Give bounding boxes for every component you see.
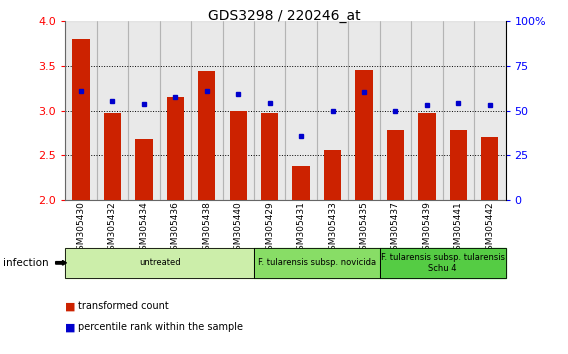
- Bar: [229, 110, 247, 200]
- Text: untreated: untreated: [139, 258, 181, 267]
- Bar: [223, 21, 254, 200]
- Bar: [380, 21, 411, 200]
- Bar: [135, 139, 153, 200]
- Text: ■: ■: [65, 322, 76, 332]
- Bar: [254, 21, 285, 200]
- Bar: [198, 71, 215, 200]
- Text: percentile rank within the sample: percentile rank within the sample: [78, 322, 243, 332]
- Text: GDS3298 / 220246_at: GDS3298 / 220246_at: [208, 9, 360, 23]
- Bar: [411, 21, 442, 200]
- Text: F. tularensis subsp. tularensis
Schu 4: F. tularensis subsp. tularensis Schu 4: [381, 253, 504, 273]
- Bar: [387, 130, 404, 200]
- Bar: [356, 69, 373, 200]
- Bar: [442, 21, 474, 200]
- Bar: [474, 21, 506, 200]
- Bar: [191, 21, 223, 200]
- Text: ■: ■: [65, 301, 76, 311]
- Bar: [324, 150, 341, 200]
- Text: transformed count: transformed count: [78, 301, 169, 311]
- Bar: [481, 137, 499, 200]
- Bar: [160, 21, 191, 200]
- Bar: [97, 21, 128, 200]
- Bar: [285, 21, 317, 200]
- Text: F. tularensis subsp. novicida: F. tularensis subsp. novicida: [258, 258, 376, 267]
- Bar: [418, 113, 436, 200]
- Bar: [128, 21, 160, 200]
- Bar: [65, 21, 97, 200]
- Bar: [293, 166, 310, 200]
- Bar: [261, 113, 278, 200]
- Text: infection: infection: [3, 258, 48, 268]
- Bar: [450, 130, 467, 200]
- Bar: [104, 113, 121, 200]
- Bar: [317, 21, 348, 200]
- Bar: [72, 39, 90, 200]
- Bar: [167, 97, 184, 200]
- Bar: [348, 21, 380, 200]
